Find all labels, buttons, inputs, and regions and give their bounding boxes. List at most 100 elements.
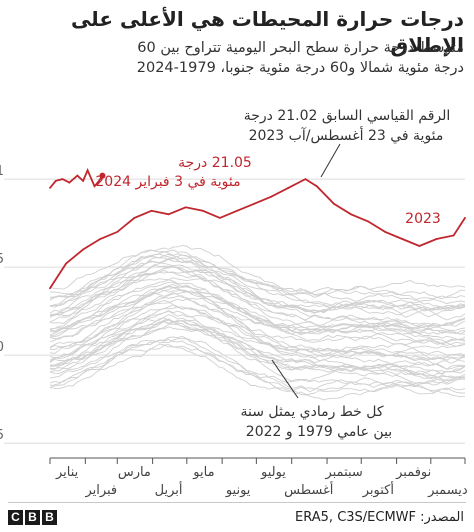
past-year-line — [49, 253, 466, 305]
grey-lines-label-line2: بين عامي 1979 و 2022 — [246, 424, 392, 440]
series-point-2023 — [201, 209, 204, 212]
grey-lines-label-line1: كل خط رمادي يمثل سنة — [240, 404, 383, 420]
past-year-line — [49, 288, 466, 345]
series-point-2023 — [287, 187, 290, 189]
record-2023-pointer — [320, 143, 341, 178]
x-tick-label: أبريل — [155, 481, 183, 498]
series-point-2023 — [270, 195, 273, 198]
y-tick-label: 19.5 درجة مئوية — [0, 428, 4, 443]
past-year-line — [49, 258, 466, 321]
sea-temperature-chart: 21 درجة مئوية 20.5 درجة مئوية 20 درجة مئوي… — [0, 108, 468, 498]
past-year-line — [49, 304, 466, 370]
y-tick-label: 20.5 درجة مئوية — [0, 252, 4, 267]
x-tick-label: مارس — [118, 465, 151, 480]
series-point-2024 — [68, 181, 71, 184]
series-point-2023 — [464, 217, 466, 219]
y-axis-ticks: 21 درجة مئوية 20.5 درجة مئوية 20 درجة مئوي… — [0, 164, 4, 443]
series-point-2023 — [304, 178, 307, 181]
series-point-2024 — [82, 180, 84, 182]
past-year-line — [49, 264, 466, 314]
x-tick-label: أكتوبر — [362, 481, 394, 498]
x-tick-label: يوليو — [260, 465, 286, 480]
past-year-line — [49, 279, 466, 335]
past-year-line — [50, 254, 466, 312]
subtitle-line-2: درجة مئوية شمالا و60 درجة مئوية جنوبا، 1… — [136, 60, 464, 76]
series-point-2024 — [61, 178, 64, 181]
series-point-2024 — [54, 180, 57, 182]
x-tick-label: أغسطس — [284, 481, 333, 498]
footer-divider — [8, 502, 466, 503]
series-point-2024 — [49, 187, 51, 189]
x-tick-label: يونيو — [225, 483, 251, 498]
x-tick-label: فبراير — [84, 483, 117, 498]
past-year-line — [49, 244, 466, 296]
series-point-2023 — [435, 238, 438, 240]
past-year-line — [49, 285, 466, 335]
series-point-2024 — [93, 185, 96, 188]
series-point-2023 — [401, 238, 404, 240]
bbc-logo-letter-2: B — [25, 510, 40, 525]
x-tick-label: ديسمبر — [427, 483, 468, 498]
series-point-2023 — [418, 245, 421, 247]
x-tick-label: يناير — [55, 465, 79, 480]
x-tick-label: نوفمبر — [395, 465, 431, 480]
past-year-line — [49, 310, 466, 355]
past-year-line — [49, 318, 466, 375]
series-point-2023 — [253, 202, 256, 205]
series-point-2023 — [350, 213, 352, 216]
past-year-line — [49, 265, 466, 327]
series-point-2023 — [184, 206, 187, 209]
past-year-line — [49, 345, 466, 396]
past-year-line — [49, 261, 466, 318]
series-point-2023 — [333, 202, 335, 205]
past-year-line — [50, 291, 466, 343]
past-year-line — [49, 339, 465, 394]
past-year-line — [49, 306, 466, 362]
series-point-2024 — [76, 174, 79, 177]
record-2024-label-line1: 21.05 درجة — [178, 155, 252, 171]
series-point-2023 — [49, 287, 51, 290]
past-year-line — [49, 320, 466, 371]
series-point-2023 — [167, 213, 170, 216]
series-point-2024 — [86, 169, 89, 172]
y-tick-label: 21 درجة مئوية — [0, 164, 4, 179]
series-point-2023 — [133, 217, 136, 219]
series-line-2024 — [49, 168, 104, 189]
past-year-line — [49, 322, 466, 386]
series-point-2023 — [65, 262, 67, 265]
past-year-line — [49, 295, 466, 361]
series-point-2023 — [384, 231, 387, 233]
series-point-2023 — [99, 238, 102, 240]
series-end-marker-2024 — [99, 172, 106, 179]
series-point-2023 — [150, 209, 153, 212]
past-year-line — [49, 286, 466, 346]
grey-lines-pointer — [271, 359, 299, 399]
x-tick-label: مايو — [192, 465, 214, 480]
series-point-2024 — [98, 180, 100, 182]
x-tick-label: سبتمبر — [324, 465, 362, 480]
past-year-line — [49, 335, 466, 391]
annotations: 21.05 درجة مئوية في 3 فبراير 2024 الرقم … — [95, 108, 450, 440]
bbc-logo-letter-3: C — [8, 510, 23, 525]
chart-subtitle: متوسط درجة حرارة سطح البحر اليومية تتراو… — [8, 38, 464, 78]
past-year-line — [49, 281, 466, 341]
series-point-2023 — [219, 217, 221, 219]
series-point-2023 — [82, 248, 84, 251]
bbc-logo: B B C — [8, 510, 57, 525]
source-note: المصدر: ERA5, C3S/ECMWF — [295, 510, 464, 525]
record-2023-label-line1: الرقم القياسي السابق 21.02 درجة — [244, 108, 451, 124]
series-2023-label: 2023 — [405, 211, 441, 227]
series-point-2023 — [315, 185, 318, 188]
past-year-line — [49, 314, 466, 379]
past-year-line — [49, 317, 466, 377]
past-year-line — [49, 265, 466, 327]
bbc-logo-letter-1: B — [42, 510, 57, 525]
past-year-line — [49, 291, 466, 347]
subtitle-line-1: متوسط درجة حرارة سطح البحر اليومية تتراو… — [137, 40, 464, 56]
series-point-2023 — [452, 234, 455, 237]
y-tick-label: 20 درجة مئوية — [0, 340, 4, 355]
record-2023-label-line2: مئوية في 23 أغسطس/آب 2023 — [249, 126, 444, 144]
series-point-2023 — [236, 209, 238, 212]
series-point-2023 — [116, 231, 119, 233]
